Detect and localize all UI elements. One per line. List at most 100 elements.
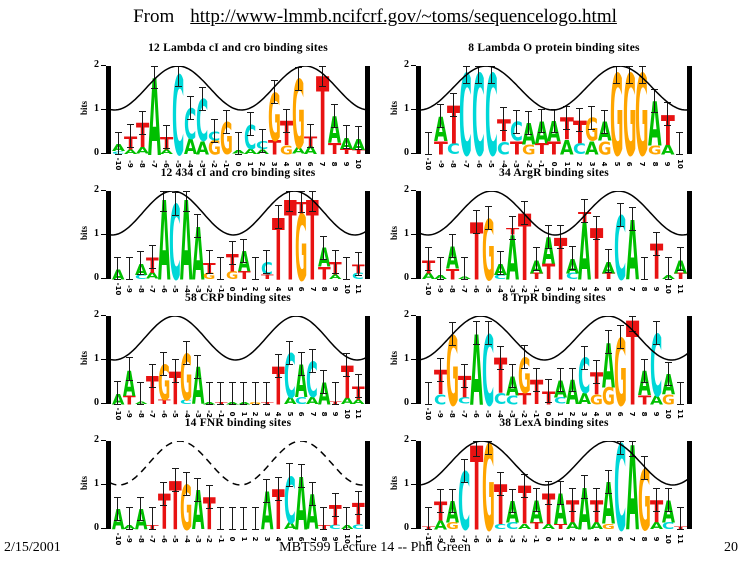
y-tick-label: 0 (404, 397, 409, 408)
y-axis-label: bits (79, 351, 89, 366)
logo-letter-T: T (529, 519, 543, 532)
error-bar (651, 88, 659, 113)
error-bar (210, 118, 218, 143)
logo-letter-A: A (183, 134, 197, 160)
error-bar (460, 458, 468, 483)
logo-letter-C: C (572, 139, 586, 158)
panel-title: 8 Lambda O protein binding sites (468, 42, 640, 54)
logo-letter-C: C (577, 347, 591, 406)
error-bar (616, 202, 624, 227)
y-tick-label: 0 (94, 397, 99, 408)
logo-letter-A: A (577, 474, 591, 544)
y-axis-label: bits (79, 101, 89, 116)
logo-letter-G: G (585, 111, 599, 149)
y-tick (101, 528, 106, 529)
logo-range-endbar (106, 66, 111, 154)
error-bar (114, 257, 122, 281)
error-bar (286, 463, 293, 488)
logo-letter-A: A (433, 517, 447, 533)
logo-letter-A: A (553, 483, 567, 535)
logo-letter-T: T (534, 139, 549, 158)
error-bar (520, 474, 528, 498)
error-bar (537, 108, 545, 133)
logo-letter-T: T (146, 367, 159, 414)
error-bar (331, 492, 339, 517)
logo-letter-C: C (283, 462, 296, 539)
error-bar (251, 382, 259, 406)
y-tick (411, 190, 416, 191)
error-bar (448, 234, 456, 259)
error-bar (309, 349, 316, 374)
y-tick-label: 0 (404, 272, 409, 283)
logo-letter-T: T (637, 392, 651, 408)
error-bar (137, 251, 145, 276)
error-bar (320, 235, 328, 260)
error-bar (251, 257, 259, 281)
logo-letter-C: C (433, 391, 447, 408)
logo-letter-T: T (493, 472, 507, 538)
logo-letter-C: C (169, 182, 181, 306)
error-bar (263, 250, 271, 274)
error-bar (550, 108, 558, 133)
sequence-logo-panel-lambda-ci-cro: 12 Lambda cI and cro binding sites CA-10… (76, 42, 376, 174)
error-bar (448, 488, 456, 513)
logo-letter-T: T (351, 148, 365, 156)
logo-letter-A: A (159, 148, 173, 156)
logo-letter-T: T (660, 105, 675, 155)
logo-letter-T: T (237, 268, 251, 282)
logo-letter-C: C (565, 271, 579, 282)
y-tick-label: 2 (94, 434, 99, 445)
error-bar (604, 330, 612, 355)
logo-letter-T: T (547, 136, 562, 159)
logo-letter-A: A (637, 363, 651, 404)
error-bar (240, 382, 248, 406)
error-bar (246, 112, 254, 137)
error-bar (664, 257, 672, 281)
error-bar (448, 322, 456, 347)
error-bar (251, 507, 259, 531)
error-bar (234, 132, 242, 156)
error-bar (664, 487, 672, 512)
error-bar (592, 487, 600, 512)
logo-letter-T: T (267, 135, 281, 159)
error-bar (676, 132, 684, 156)
logo-plot: -10TA-9CT-8C-7C-6C-5CT-4TC-3GA-2TA-1TA0A… (416, 60, 692, 171)
error-bar (676, 247, 684, 272)
logo-letter-T: T (272, 355, 285, 418)
y-tick (411, 153, 416, 154)
logo-plot: A-10-9CA-8AT-7A-6C-5A-4A-3GT-2-1GT0TA12T… (106, 187, 370, 296)
logo-range-endbar (365, 191, 370, 279)
error-bar (160, 481, 167, 506)
logo-letter-A: A (577, 389, 591, 408)
error-bar (194, 213, 202, 238)
error-bar (330, 104, 338, 129)
error-bar (297, 463, 305, 488)
logo-letter-G: G (661, 391, 675, 408)
logo-letter-C: C (180, 398, 193, 406)
logo-letter-T: T (340, 355, 354, 410)
error-bar (354, 126, 362, 151)
error-bar (568, 487, 576, 512)
logo-letter-A: A (327, 108, 341, 153)
error-bar (309, 482, 316, 507)
logo-letter-A: A (283, 394, 296, 407)
logo-letter-A: A (649, 519, 663, 532)
y-tick-label: 0 (404, 522, 409, 533)
error-bar (205, 382, 213, 406)
y-tick (411, 403, 416, 404)
error-bar (270, 80, 278, 105)
error-bar (500, 107, 508, 132)
error-bar (148, 244, 156, 269)
error-bar (556, 480, 564, 505)
logo-range-endbar (416, 316, 421, 404)
error-bar (496, 251, 504, 276)
error-bar (126, 124, 134, 149)
logo-letter-A: A (123, 148, 137, 156)
error-bar (183, 341, 190, 366)
logo-letter-A: A (541, 522, 555, 531)
logo-letter-T: T (649, 233, 663, 292)
error-bar (436, 357, 444, 382)
sequencelogo-url-link[interactable]: http://www-lmmb.ncifcrf.gov/~toms/sequen… (190, 6, 617, 27)
logo-letter-T: T (553, 224, 567, 294)
error-bar (183, 471, 190, 496)
